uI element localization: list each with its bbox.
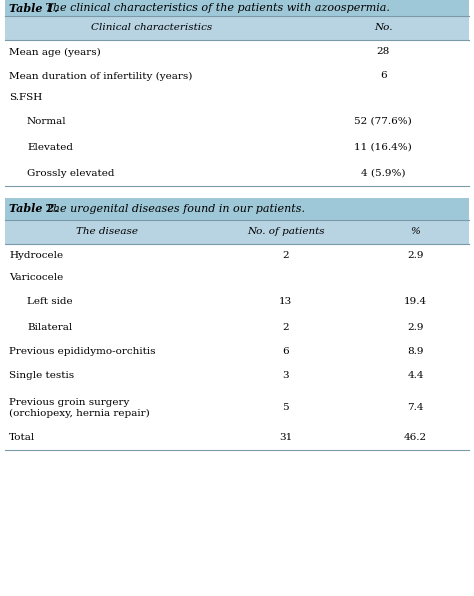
Text: 46.2: 46.2 xyxy=(404,433,427,442)
Text: 2: 2 xyxy=(283,322,289,331)
Text: 11 (16.4%): 11 (16.4%) xyxy=(354,142,412,151)
Text: 2: 2 xyxy=(283,252,289,260)
Bar xyxy=(5,160,469,186)
Text: Varicocele: Varicocele xyxy=(9,274,63,283)
Text: Hydrocele: Hydrocele xyxy=(9,252,63,260)
Text: 6: 6 xyxy=(283,347,289,356)
Text: 5: 5 xyxy=(283,402,289,411)
Bar xyxy=(5,340,469,364)
Text: 19.4: 19.4 xyxy=(404,296,427,306)
Text: The clinical characteristics of the patients with azoospermia.: The clinical characteristics of the pati… xyxy=(42,3,390,13)
Bar xyxy=(5,64,469,88)
Text: Single testis: Single testis xyxy=(9,371,74,380)
Bar xyxy=(5,288,469,314)
Text: Total: Total xyxy=(9,433,35,442)
Text: No.: No. xyxy=(374,23,392,33)
Bar xyxy=(5,220,469,244)
Text: Left side: Left side xyxy=(27,296,73,306)
Text: (orchiopexy, hernia repair): (orchiopexy, hernia repair) xyxy=(9,409,150,418)
Text: Mean duration of infertility (years): Mean duration of infertility (years) xyxy=(9,72,192,80)
Text: Clinical characteristics: Clinical characteristics xyxy=(91,23,212,33)
Bar xyxy=(5,134,469,160)
Text: Table 1.: Table 1. xyxy=(9,2,58,14)
Text: The disease: The disease xyxy=(76,228,138,237)
Text: 2.9: 2.9 xyxy=(407,252,424,260)
Bar xyxy=(5,88,469,108)
Bar xyxy=(5,40,469,64)
Bar xyxy=(5,244,469,268)
Bar xyxy=(5,268,469,288)
Text: Grossly elevated: Grossly elevated xyxy=(27,169,115,178)
Text: Previous groin surgery: Previous groin surgery xyxy=(9,398,129,407)
Text: The urogenital diseases found in our patients.: The urogenital diseases found in our pat… xyxy=(42,204,305,214)
Bar xyxy=(5,426,469,450)
Text: 2.9: 2.9 xyxy=(407,322,424,331)
Bar xyxy=(5,16,469,40)
Text: S.FSH: S.FSH xyxy=(9,94,42,103)
Text: 28: 28 xyxy=(376,48,390,57)
Text: Normal: Normal xyxy=(27,116,67,126)
Text: Previous epididymo-orchitis: Previous epididymo-orchitis xyxy=(9,347,155,356)
Text: 4.4: 4.4 xyxy=(407,371,424,380)
Text: 13: 13 xyxy=(279,296,292,306)
Text: 52 (77.6%): 52 (77.6%) xyxy=(354,116,412,126)
Text: 6: 6 xyxy=(380,72,386,80)
Text: 8.9: 8.9 xyxy=(407,347,424,356)
Bar xyxy=(5,108,469,134)
Text: Mean age (years): Mean age (years) xyxy=(9,48,101,57)
Text: No. of patients: No. of patients xyxy=(247,228,325,237)
Text: 31: 31 xyxy=(279,433,292,442)
Bar xyxy=(5,198,469,220)
Bar xyxy=(5,364,469,388)
Text: Table 2.: Table 2. xyxy=(9,203,58,215)
Text: 3: 3 xyxy=(283,371,289,380)
Bar xyxy=(5,314,469,340)
Text: 4 (5.9%): 4 (5.9%) xyxy=(361,169,405,178)
Text: 7.4: 7.4 xyxy=(407,402,424,411)
Bar xyxy=(5,0,469,16)
Text: %: % xyxy=(410,228,420,237)
Bar xyxy=(5,388,469,426)
Text: Elevated: Elevated xyxy=(27,142,73,151)
Text: Bilateral: Bilateral xyxy=(27,322,72,331)
